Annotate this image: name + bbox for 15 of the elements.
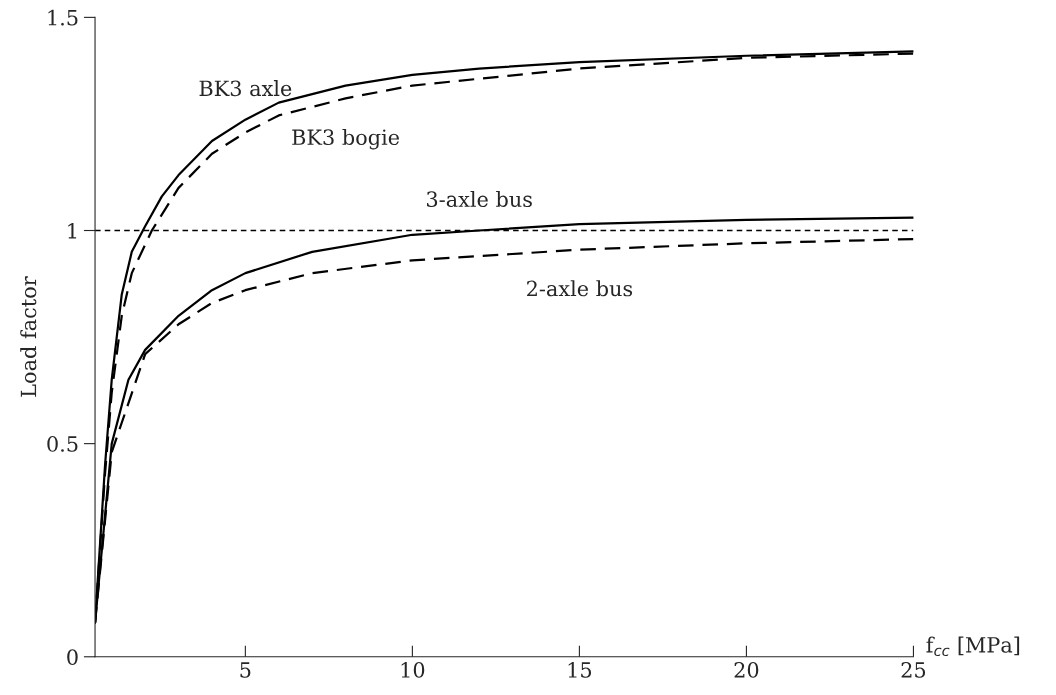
y-tick-label: 1	[68, 222, 77, 239]
x-tick-label: 20	[734, 662, 759, 678]
x-axis-title: f$_{cc}$ [MPa]	[926, 636, 1020, 657]
series-label: BK3 axle	[199, 80, 292, 97]
x-tick-label: 10	[401, 662, 425, 678]
x-tick-label: 25	[901, 662, 926, 678]
series-label: 2-axle bus	[527, 280, 633, 297]
series-label: 3-axle bus	[427, 190, 532, 208]
y-tick-label: 0	[67, 649, 78, 665]
y-axis-title: Load factor	[20, 276, 37, 397]
y-tick-label: 0.5	[47, 436, 78, 452]
y-tick-label: 1.5	[48, 9, 78, 26]
series-label: BK3 bogie	[292, 128, 400, 150]
x-tick-label: 5	[240, 662, 251, 678]
x-tick-label: 15	[568, 662, 592, 678]
